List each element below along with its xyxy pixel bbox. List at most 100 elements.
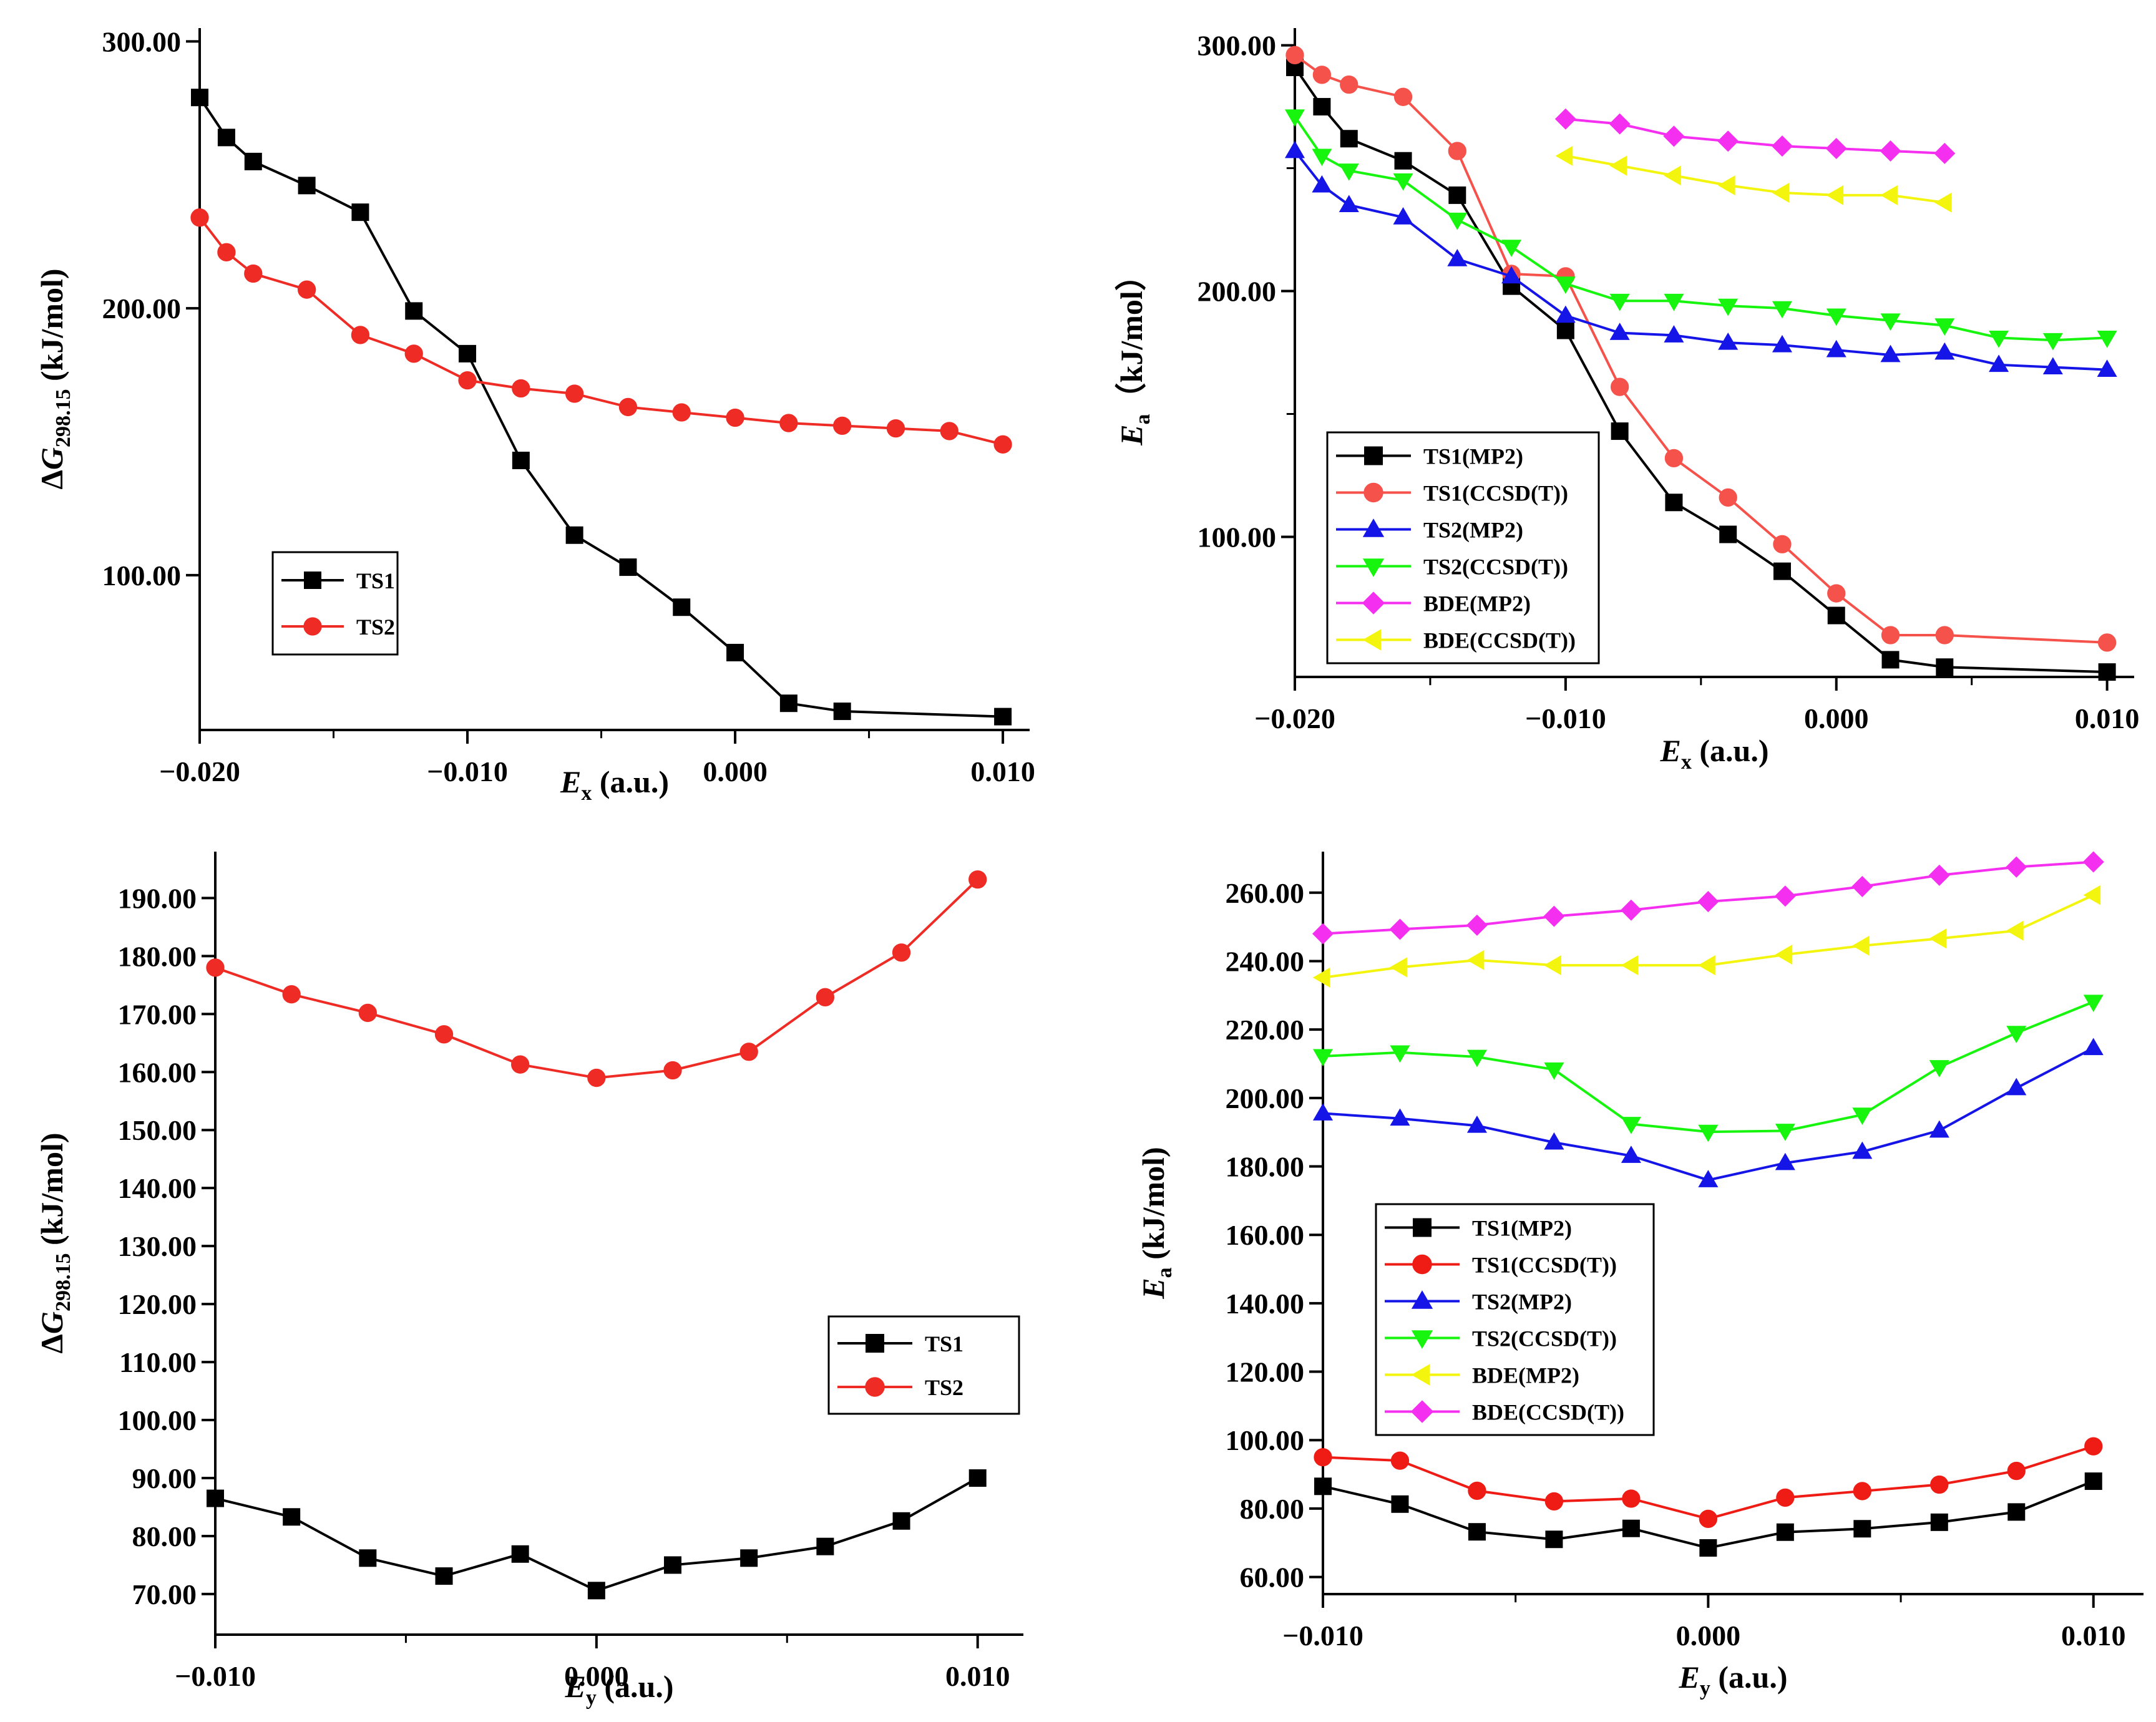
series-ts2-mp2 — [1284, 140, 2117, 377]
data-point — [1609, 155, 1627, 176]
y-tick-label: 180.00 — [1226, 1151, 1305, 1183]
data-point — [1665, 494, 1683, 512]
y-tick-label: 160.00 — [1226, 1219, 1305, 1251]
legend-marker — [1411, 1330, 1433, 1349]
data-point — [587, 1582, 605, 1600]
x-tick-label: 0.010 — [970, 756, 1035, 787]
data-point — [1390, 1108, 1410, 1126]
data-point — [1285, 46, 1304, 64]
legend-marker — [1363, 482, 1383, 503]
data-point — [1622, 1489, 1641, 1508]
data-point — [1929, 1060, 1949, 1077]
data-point — [1717, 130, 1739, 152]
series-ts2-ccsd-t — [1312, 995, 2104, 1142]
data-point — [351, 203, 369, 221]
data-point — [1339, 163, 1359, 181]
data-point — [1826, 308, 1846, 326]
data-point — [2006, 1026, 2027, 1043]
data-point — [1775, 945, 1793, 965]
data-point — [1928, 864, 1950, 886]
data-point — [1880, 344, 1901, 362]
x-axis-title: Ey (a.u.) — [1679, 1660, 1788, 1700]
data-point — [1312, 923, 1334, 945]
x-axis-title: Ey (a.u.) — [565, 1669, 674, 1710]
x-tick-label: 0.010 — [2061, 1620, 2126, 1651]
data-point — [673, 598, 691, 616]
data-point — [1664, 449, 1684, 468]
data-point — [405, 302, 423, 320]
data-point — [1284, 140, 1305, 158]
x-tick-label: −0.010 — [1282, 1620, 1363, 1651]
data-point — [1554, 108, 1576, 130]
data-point — [1393, 207, 1413, 225]
data-point — [1825, 138, 1847, 160]
data-point — [1934, 318, 1955, 336]
data-point — [968, 1469, 987, 1487]
data-point — [1609, 323, 1630, 340]
data-point — [739, 1043, 758, 1061]
data-point — [1881, 626, 1900, 645]
data-point — [833, 416, 852, 435]
data-point — [351, 326, 370, 344]
legend-marker — [1362, 518, 1385, 537]
data-point — [2097, 633, 2117, 652]
data-point — [2083, 1038, 2104, 1056]
data-point — [1621, 1117, 1641, 1134]
data-point — [1773, 535, 1792, 553]
data-point — [1543, 905, 1565, 927]
legend-marker — [866, 1334, 884, 1353]
legend: TS1(MP2) TS1(CCSD(T)) TS2(MP2) TS2(CCSD(T))… — [1326, 431, 1600, 664]
chart-c: −0.010 0.000 0.010 70.00 80.00 90.00 100.00 110… — [34, 852, 1023, 1710]
series-line — [1294, 150, 2107, 371]
data-point — [1394, 152, 1412, 170]
data-point — [1718, 332, 1739, 350]
data-point — [297, 280, 316, 299]
data-point — [892, 943, 911, 962]
legend-marker — [1412, 1254, 1432, 1275]
x-tick-label: 0.000 — [564, 1660, 629, 1692]
y-axis-title: Ea (kJ/mol) — [1136, 1147, 1176, 1299]
y-axis-title: ΔG298.15 (kJ/mol) — [34, 268, 75, 489]
series-ts2-mp2 — [1312, 1038, 2104, 1187]
y-tick-label: 100.00 — [102, 560, 182, 591]
y-tick-label: 200.00 — [1226, 1082, 1305, 1114]
data-point — [993, 435, 1012, 454]
data-point — [1312, 175, 1332, 193]
data-point — [618, 397, 638, 417]
data-point — [1773, 562, 1791, 580]
data-point — [1853, 1482, 1871, 1501]
series-ts1-ccsd-t — [1314, 1437, 2103, 1529]
data-point — [1312, 1103, 1334, 1121]
data-point — [1719, 488, 1737, 507]
data-point — [779, 414, 798, 432]
series-line — [198, 216, 1003, 446]
data-point — [1468, 1523, 1486, 1541]
data-point — [672, 403, 691, 422]
legend-label: TS1(CCSD(T)) — [1423, 481, 1568, 506]
legend-box — [827, 1315, 1020, 1415]
legend-marker — [1364, 446, 1383, 465]
legend-marker — [1411, 1364, 1430, 1386]
x-tick-label: −0.020 — [159, 756, 240, 787]
data-point — [1389, 918, 1411, 940]
series-ts1-ccsd-t — [1285, 46, 2117, 652]
y-tick-label: 110.00 — [119, 1346, 197, 1378]
data-point — [1393, 87, 1413, 106]
series-ts1 — [207, 1469, 987, 1600]
data-point — [1664, 165, 1681, 186]
y-tick-label: 60.00 — [1240, 1562, 1305, 1593]
y-tick-label: 200.00 — [1198, 276, 1277, 308]
data-point — [207, 1489, 224, 1507]
chart-b: −0.020 −0.010 0.000 0.010 100.00 200.00 300.00… — [1114, 28, 2139, 774]
data-point — [244, 152, 262, 170]
data-point — [1620, 899, 1642, 921]
data-point — [1827, 606, 1845, 625]
data-point — [1312, 148, 1332, 167]
data-point — [2083, 885, 2101, 905]
data-point — [664, 1556, 682, 1574]
y-tick-label: 90.00 — [132, 1462, 197, 1494]
series-line — [1322, 1000, 2094, 1134]
data-point — [1852, 935, 1870, 956]
data-point — [1697, 891, 1719, 913]
data-point — [1880, 140, 1901, 162]
